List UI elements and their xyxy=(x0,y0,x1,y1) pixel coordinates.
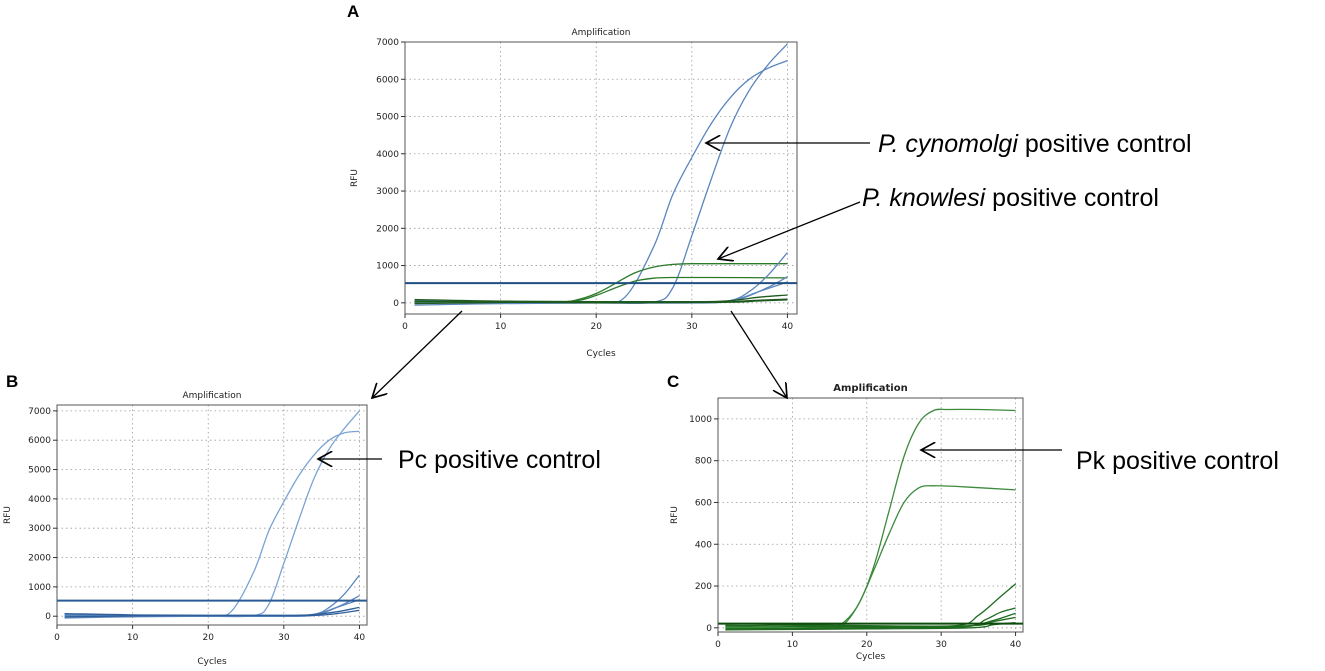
panel-a-y-tick-label: 3000 xyxy=(376,187,399,197)
panel-c-series-line xyxy=(725,583,1017,628)
panel-b-series-line xyxy=(64,606,360,616)
label-cynomolgi-species: P. cynomolgi xyxy=(878,130,1019,158)
panel-a-x-tick-label: 30 xyxy=(686,322,698,332)
panel-b-x-tick-label: 0 xyxy=(54,633,60,643)
label-pc: Pc positive control xyxy=(398,446,601,474)
panel-c-series-line xyxy=(725,612,1016,628)
panel-a-y-tick-label: 5000 xyxy=(376,113,399,123)
panel-c-series-group xyxy=(718,408,1023,631)
panel-c-y-tick-label: 400 xyxy=(695,540,712,550)
panel-b-y-tick-label: 5000 xyxy=(28,466,51,476)
panel-c-y-tick-label: 200 xyxy=(695,582,712,592)
panel-a-y-axis-label: RFU xyxy=(350,169,360,187)
panel-a-x-axis-label: Cycles xyxy=(586,349,616,359)
panel-a-y-tick-label: 4000 xyxy=(376,150,399,160)
panel-c-series-line xyxy=(725,485,1016,629)
panel-b-x-tick-label: 10 xyxy=(127,633,139,643)
panel-b-x-axis-label: Cycles xyxy=(197,657,227,667)
panel-b-x-tick-label: 40 xyxy=(354,633,366,643)
panel-c-x-axis-label: Cycles xyxy=(856,652,886,662)
panel-b-y-axis-label: RFU xyxy=(3,506,13,524)
panel-b-y-tick-label: 6000 xyxy=(28,436,51,446)
panel-b-series-line xyxy=(64,574,360,617)
panel-a-y-tick-label: 2000 xyxy=(376,224,399,234)
panel-b-series-group xyxy=(57,410,367,619)
label-cynomolgi-text: positive control xyxy=(1018,130,1192,158)
panel-letter-a: A xyxy=(347,2,359,21)
panel-b-plot-frame xyxy=(56,404,368,626)
panel-a-x-tick-label: 40 xyxy=(782,322,794,332)
panel-c-y-axis-label: RFU xyxy=(670,506,680,524)
panel-a-y-tick-label: 6000 xyxy=(376,75,399,85)
panel-c-plot-frame xyxy=(717,397,1024,633)
panel-letter-c: C xyxy=(667,372,679,391)
panel-a-x-tick-label: 20 xyxy=(590,322,602,332)
panel-c-series-line xyxy=(725,616,1016,627)
panel-a-x-tick-label: 0 xyxy=(402,322,408,332)
panel-a-x-tick-label: 10 xyxy=(495,322,507,332)
panel-letter-b: B xyxy=(6,372,18,391)
panel-c-y-tick-label: 600 xyxy=(695,498,712,508)
label-cynomolgi: P. cynomolgi positive control xyxy=(878,130,1192,158)
arrow-knowlesi xyxy=(718,201,861,259)
panel-c-x-tick-label: 30 xyxy=(935,640,947,650)
panel-c-x-tick-label: 10 xyxy=(787,640,799,650)
panel-c-x-tick-label: 0 xyxy=(715,640,721,650)
panel-c-x-tick-label: 40 xyxy=(1010,640,1022,650)
label-pk: Pk positive control xyxy=(1076,447,1279,475)
label-knowlesi-species: P. knowlesi xyxy=(862,184,987,212)
panel-a-y-tick-label: 1000 xyxy=(376,262,399,272)
panel-c-series-line xyxy=(725,408,1016,629)
panel-c-y-tick-label: 0 xyxy=(706,624,712,634)
chart-panel-a: Amplification 0 10 20 30 40 0 1000 2000 3000 4000 5… xyxy=(350,28,798,359)
panel-a-title: Amplification xyxy=(571,28,630,38)
panel-b-series-line xyxy=(64,609,360,618)
panel-c-y-tick-label: 800 xyxy=(695,457,712,467)
panel-a-series-line xyxy=(414,294,788,303)
panel-b-y-tick-label: 4000 xyxy=(28,495,51,505)
panel-c-y-tick-label: 1000 xyxy=(689,415,712,425)
panel-c-x-tick-label: 20 xyxy=(861,640,873,650)
panel-a-series-line xyxy=(414,276,788,304)
panel-a-series-group xyxy=(405,43,797,306)
panel-a-plot-frame xyxy=(404,41,798,315)
panel-b-series-line xyxy=(64,430,360,617)
panel-a-y-tick-label: 0 xyxy=(393,299,399,309)
panel-b-x-tick-label: 20 xyxy=(202,633,214,643)
panel-b-title: Amplification xyxy=(182,391,241,401)
panel-a-y-tick-label: 7000 xyxy=(376,38,399,48)
panel-a-series-line xyxy=(414,59,788,304)
panel-b-series-line xyxy=(64,410,360,618)
panel-b-y-tick-label: 3000 xyxy=(28,524,51,534)
panel-a-series-line xyxy=(414,43,788,305)
panel-a-series-line xyxy=(414,299,788,304)
arrow-a-to-b xyxy=(372,310,463,398)
panel-c-title: Amplification xyxy=(833,383,907,394)
panel-b-y-tick-label: 0 xyxy=(45,612,51,622)
label-knowlesi: P. knowlesi positive control xyxy=(862,184,1159,212)
panel-b-y-tick-label: 2000 xyxy=(28,554,51,564)
panel-b-x-tick-label: 30 xyxy=(278,633,290,643)
panel-b-y-tick-label: 1000 xyxy=(28,583,51,593)
arrow-a-to-c xyxy=(730,310,787,398)
panel-b-y-tick-label: 7000 xyxy=(28,407,51,417)
label-knowlesi-text: positive control xyxy=(985,184,1159,212)
chart-panel-b: Amplification 0 10 20 30 40 0 1000 2000 3000 4000 5… xyxy=(3,391,368,667)
